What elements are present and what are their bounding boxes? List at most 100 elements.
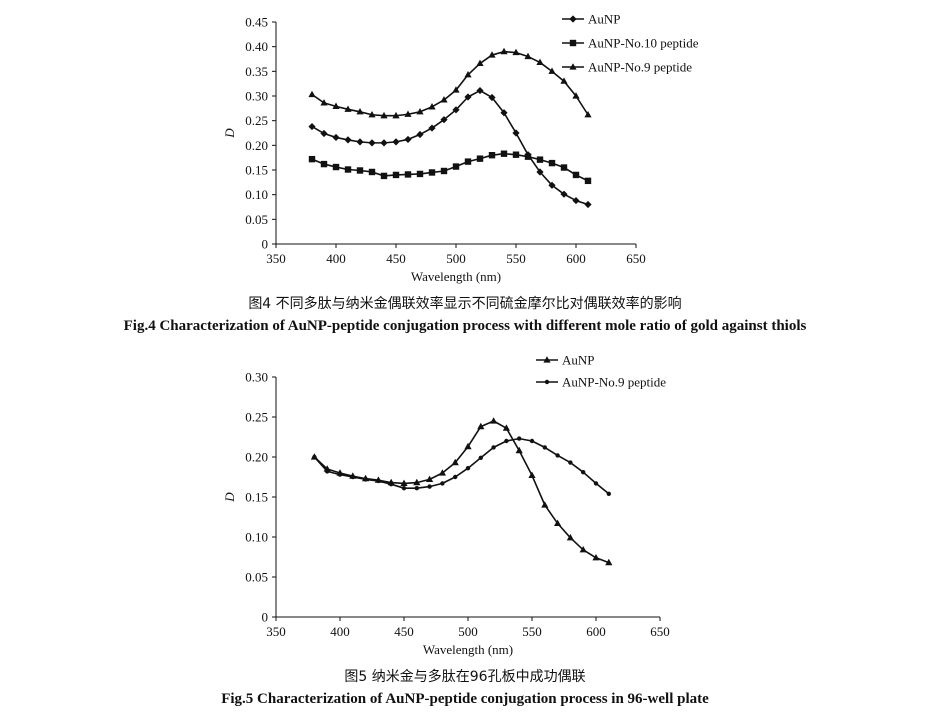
fig5-data-point	[376, 478, 381, 484]
fig4-data-point	[536, 156, 544, 163]
fig4-data-point	[416, 130, 424, 139]
fig5-data-point	[453, 474, 458, 480]
fig4-data-point	[572, 171, 580, 179]
fig5-data-point	[337, 472, 343, 477]
fig4-data-point	[344, 166, 352, 173]
fig4-data-point	[512, 48, 520, 56]
fig4-data-point	[548, 159, 556, 167]
fig4-data-point	[500, 109, 508, 117]
fig5-data-point	[593, 481, 599, 486]
fig4-data-point	[356, 138, 364, 146]
fig4-data-point	[572, 92, 580, 99]
fig5-data-point	[529, 438, 535, 444]
fig5-data-point	[414, 486, 419, 491]
fig4-data-point	[476, 86, 484, 95]
fig4-data-point	[356, 107, 364, 115]
caption-fig4-en: Fig.4 Characterization of AuNP-peptide c…	[123, 318, 807, 334]
fig5-data-point	[528, 471, 536, 478]
fig5-data-point	[451, 458, 459, 466]
fig4-x-tick-label: 550	[506, 251, 526, 266]
fig4-data-point	[476, 155, 484, 162]
fig4-x-tick-label: 500	[446, 251, 466, 266]
fig4-data-point	[320, 99, 328, 106]
fig5-data-point	[554, 519, 562, 526]
fig5-data-point	[465, 466, 471, 471]
fig4-data-point	[404, 171, 412, 178]
fig5-data-point	[592, 554, 600, 561]
fig5-axes: 0 0.05 0.10 0.15 0.20 0.25 0.30 350 400 450 500 550…	[222, 370, 670, 658]
fig4-data-point	[428, 124, 436, 132]
fig4-data-point	[488, 152, 496, 159]
fig5-data-point	[427, 484, 432, 489]
fig5-x-tick-label: 400	[330, 624, 350, 639]
fig4-x-tick-label: 450	[386, 251, 406, 266]
fig5-data-point	[555, 453, 560, 458]
fig5-x-tick-label: 600	[586, 624, 606, 639]
fig4-data-point	[500, 150, 508, 157]
fig4-series-1	[308, 150, 592, 185]
fig4-data-point	[380, 172, 388, 180]
fig4-data-point	[416, 107, 424, 115]
fig5-data-point	[400, 479, 408, 486]
fig4-data-point	[308, 155, 316, 163]
fig4-x-tick-label: 400	[326, 251, 346, 266]
fig4-series-2	[308, 47, 592, 119]
fig4-data-point	[452, 86, 460, 93]
fig5-data-point	[490, 417, 498, 424]
fig4-axes: 0 0.05 0.10 0.15 0.20 0.25 0.30 0.35 0.40 0.45 350…	[222, 15, 646, 285]
fig5-data-point	[363, 477, 368, 482]
fig5-data-point	[478, 455, 483, 460]
fig4-data-point	[548, 181, 556, 189]
fig4-legend: AuNP AuNP-No.10 peptide AuNP-No.9 peptide	[562, 12, 699, 75]
fig4-data-point	[536, 58, 544, 66]
fig5-data-point	[440, 481, 445, 486]
fig4-data-point	[368, 139, 376, 147]
fig4-data-point	[404, 110, 412, 117]
fig4-x-tick-label: 350	[266, 251, 286, 266]
fig4-data-point	[440, 167, 448, 175]
fig5-data-point	[504, 438, 509, 444]
fig4-y-tick-label: 0.10	[245, 187, 268, 202]
fig5-data-point	[401, 486, 407, 491]
caption-fig5-en: Fig.5 Characterization of AuNP-peptide c…	[221, 691, 709, 707]
fig4-data-point	[572, 196, 580, 205]
fig4-data-point	[380, 111, 388, 119]
fig5-data-point	[542, 445, 547, 450]
fig4-legend-label: AuNP	[588, 12, 621, 27]
fig4-data-point	[584, 110, 592, 118]
fig5-y-tick-label: 0.25	[245, 410, 268, 425]
fig5-x-tick-label: 450	[394, 624, 414, 639]
fig4-legend-label: AuNP-No.9 peptide	[588, 60, 692, 75]
fig4-series-line	[311, 152, 589, 182]
fig5-data-point	[515, 446, 523, 454]
fig5-x-tick-label: 500	[458, 624, 478, 639]
fig5-y-tick-label: 0.15	[245, 490, 268, 505]
chart-fig5: 0 0.05 0.10 0.15 0.20 0.25 0.30 350 400 450 500 550…	[222, 353, 670, 658]
fig4-legend-label: AuNP-No.10 peptide	[588, 36, 699, 51]
fig5-data-point	[389, 482, 394, 487]
fig5-data-point	[477, 422, 485, 430]
fig4-data-point	[344, 105, 352, 112]
fig4-data-point	[308, 90, 316, 98]
fig5-data-point	[568, 460, 573, 465]
fig4-data-point	[512, 151, 520, 158]
fig4-y-tick-label: 0	[262, 237, 269, 252]
fig5-data-point	[464, 442, 472, 450]
fig4-data-point	[380, 139, 388, 147]
fig5-data-point	[312, 454, 317, 460]
fig5-data-point	[325, 469, 330, 474]
fig4-series-line	[311, 50, 589, 117]
fig5-y-tick-label: 0	[262, 610, 269, 625]
fig4-data-point	[320, 160, 328, 168]
fig4-data-point	[392, 111, 400, 119]
fig4-data-point	[344, 136, 352, 144]
fig4-data-point	[332, 133, 340, 142]
fig4-legend-marker	[569, 39, 577, 47]
fig4-data-point	[560, 164, 568, 171]
fig5-legend-marker	[543, 356, 551, 363]
fig4-data-point	[464, 70, 472, 78]
fig5-legend: AuNP AuNP-No.9 peptide	[536, 353, 666, 390]
fig5-data-point	[606, 491, 611, 496]
fig4-data-point	[404, 135, 412, 144]
fig5-legend-label: AuNP-No.9 peptide	[562, 375, 666, 390]
